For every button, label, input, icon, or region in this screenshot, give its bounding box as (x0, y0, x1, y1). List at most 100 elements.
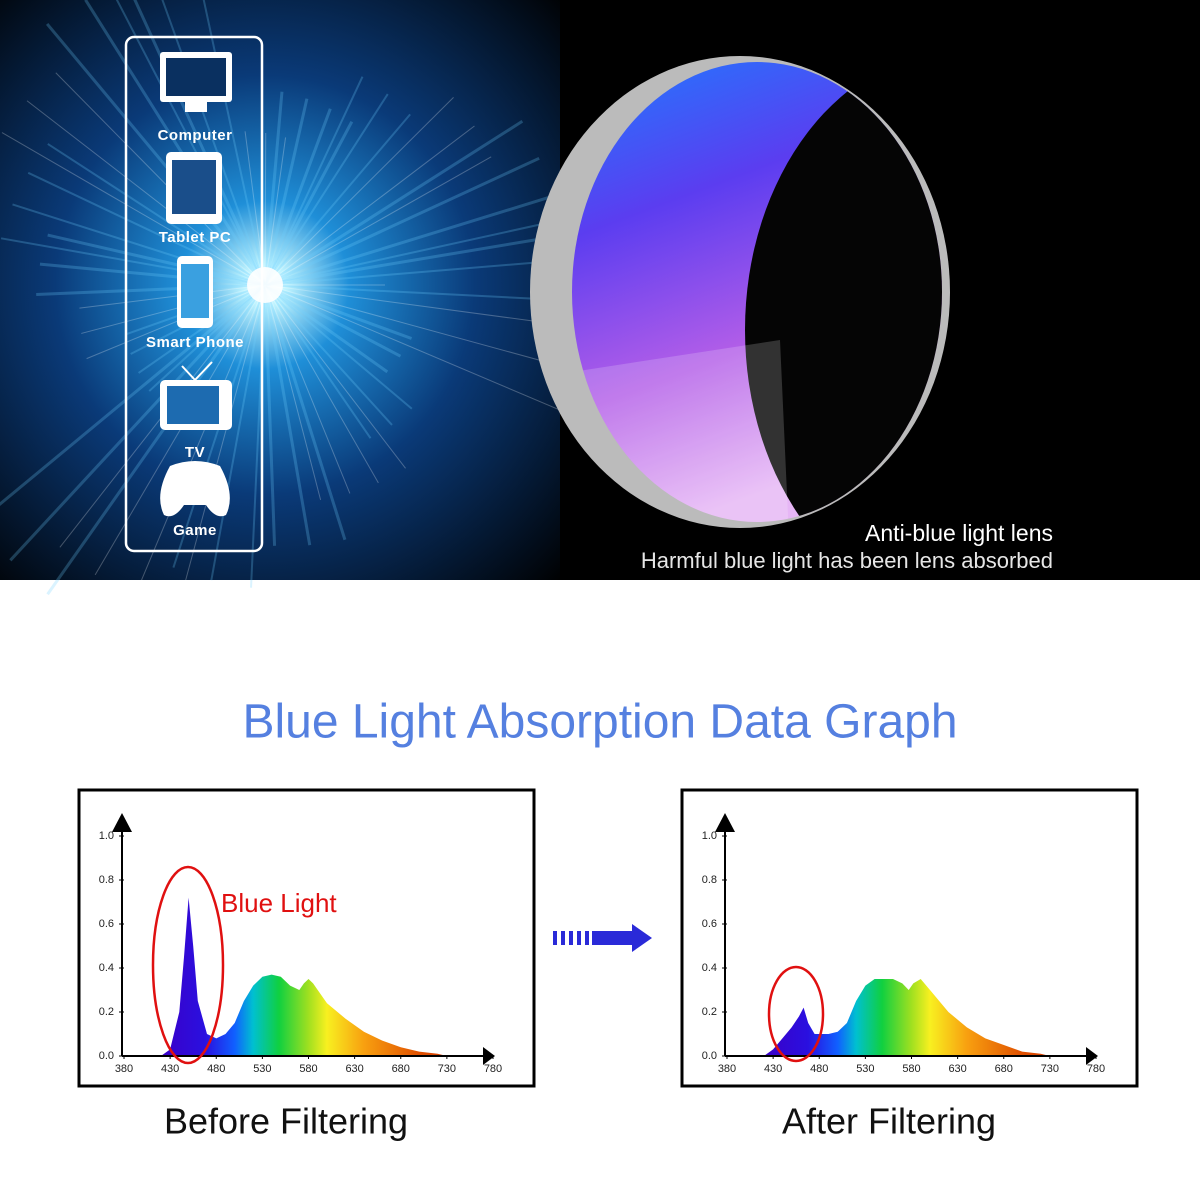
ray (264, 125, 475, 286)
x-tick-label: 480 (810, 1063, 828, 1075)
ray (264, 132, 267, 286)
x-tick-label: 630 (345, 1063, 363, 1075)
ray (264, 76, 364, 286)
ray (264, 284, 393, 426)
y-tick-label: 0.4 (702, 962, 717, 974)
ray (81, 284, 266, 334)
computer-stand (185, 102, 207, 112)
x-tick-label: 580 (299, 1063, 317, 1075)
y-tick-label: 0.6 (702, 918, 717, 930)
device-label: Computer (158, 127, 233, 144)
rays (0, 0, 639, 616)
ray (47, 143, 266, 286)
ray (133, 0, 267, 286)
x-tick-label: 430 (161, 1063, 179, 1075)
ray (148, 284, 266, 392)
y-tick-label: 0.2 (99, 1006, 114, 1018)
x-tick-label: 380 (115, 1063, 133, 1075)
ray (264, 156, 540, 287)
y-tick-label: 0.0 (702, 1050, 717, 1062)
ray (0, 237, 266, 286)
x-tick-label: 530 (856, 1063, 874, 1075)
y-axis-arrow (112, 813, 132, 832)
x-tick-label: 430 (764, 1063, 782, 1075)
y-tick-label: 0.0 (99, 1050, 114, 1062)
ray (26, 100, 266, 286)
x-tick-label: 680 (392, 1063, 410, 1075)
ray (264, 120, 524, 287)
x-axis-arrow (483, 1047, 495, 1065)
ray (263, 284, 312, 546)
device-label: Game (173, 522, 217, 539)
ray (264, 195, 552, 287)
x-tick-label: 780 (1087, 1063, 1105, 1075)
ray (264, 284, 406, 469)
ray (27, 171, 266, 286)
annotation: Blue Light (221, 888, 337, 918)
ray (264, 156, 492, 286)
y-tick-label: 0.2 (702, 1006, 717, 1018)
x-axis-arrow (1086, 1047, 1098, 1065)
chart-title: Before Filtering (164, 1101, 408, 1142)
y-tick-label: 1.0 (99, 830, 114, 842)
device-label: Tablet PC (159, 229, 232, 246)
transition-arrow (553, 924, 652, 952)
ray (263, 98, 309, 286)
ray (79, 284, 266, 309)
device-label: Smart Phone (146, 334, 244, 351)
tv-antenna (194, 361, 213, 381)
heading: Blue Light Absorption Data Graph (242, 696, 957, 749)
ray (264, 93, 389, 286)
x-tick-label: 680 (995, 1063, 1013, 1075)
ray (9, 283, 267, 562)
ray (264, 284, 351, 494)
ray (12, 203, 266, 286)
y-tick-label: 0.4 (99, 962, 114, 974)
ray (202, 0, 266, 286)
ray (86, 284, 266, 360)
phone-screen (181, 264, 209, 318)
ray (264, 284, 372, 439)
computer-screen (166, 58, 226, 96)
ray (264, 283, 413, 340)
ray (47, 233, 266, 287)
x-tick-label: 480 (207, 1063, 225, 1075)
ray (264, 283, 402, 358)
ray (264, 284, 413, 410)
x-tick-label: 580 (902, 1063, 920, 1075)
ray (263, 91, 284, 286)
ray (84, 0, 267, 286)
y-tick-label: 0.6 (99, 918, 114, 930)
ray (133, 284, 266, 598)
light-core (247, 267, 283, 303)
x-tick-label: 530 (253, 1063, 271, 1075)
ray (264, 284, 379, 484)
spectrum-area (763, 979, 1050, 1056)
ray (264, 113, 411, 286)
ray (39, 262, 266, 287)
game-icon (160, 461, 230, 517)
ray (0, 283, 266, 506)
ray (1, 132, 266, 286)
y-tick-label: 0.8 (99, 874, 114, 886)
device-icons (160, 52, 232, 517)
ray (263, 120, 354, 286)
ray (263, 284, 347, 541)
y-tick-label: 0.8 (702, 874, 717, 886)
x-tick-label: 380 (718, 1063, 736, 1075)
ray (263, 284, 277, 546)
ray (115, 0, 266, 286)
ray (264, 234, 558, 287)
chart-title: After Filtering (782, 1101, 996, 1142)
x-tick-label: 730 (438, 1063, 456, 1075)
device-panel (124, 35, 264, 553)
ray (46, 284, 267, 596)
tv-screen (167, 386, 219, 424)
ray (36, 283, 266, 296)
highlight-ring (767, 965, 825, 1063)
ray (263, 108, 332, 286)
lens-dark (745, 62, 942, 522)
ray (264, 284, 607, 431)
ray (138, 284, 266, 374)
